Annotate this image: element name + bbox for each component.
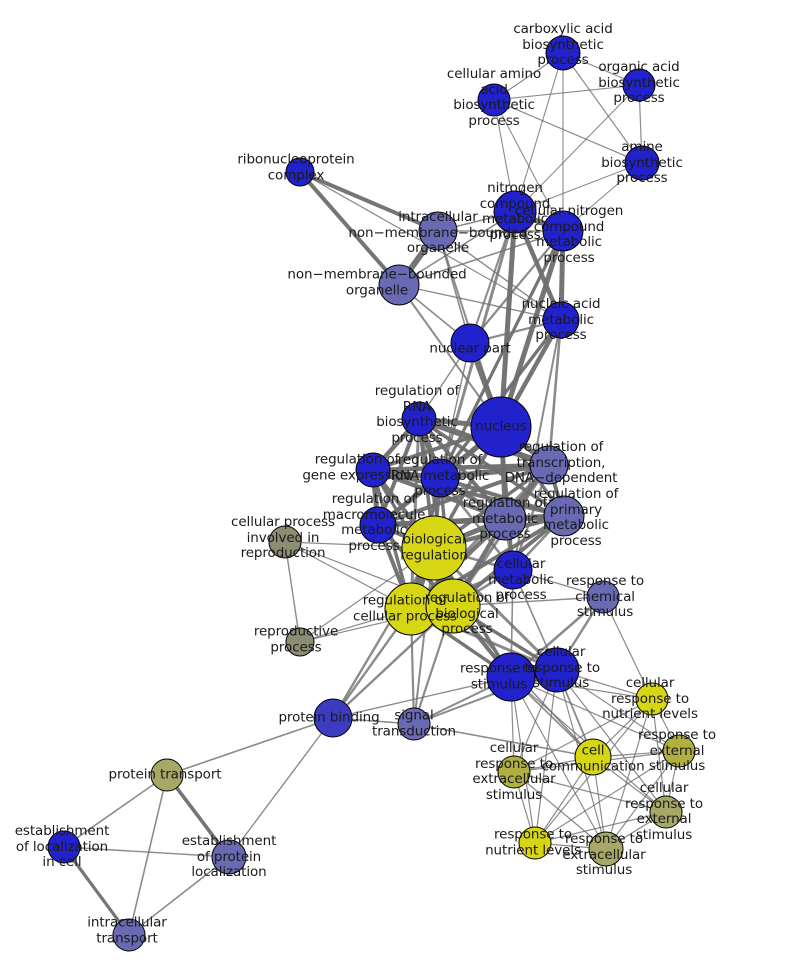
graph-edge: [514, 84, 640, 213]
graph-node[interactable]: [150, 758, 184, 792]
edge-layer: [62, 52, 680, 937]
graph-node[interactable]: [497, 755, 531, 789]
graph-node[interactable]: [313, 698, 353, 738]
graph-node[interactable]: [211, 839, 247, 875]
graph-edge: [63, 774, 168, 848]
graph-edge: [284, 541, 301, 643]
graph-edge: [534, 669, 558, 844]
graph-node[interactable]: [586, 580, 620, 614]
graph-edge: [493, 84, 640, 101]
graph-node[interactable]: [588, 831, 624, 867]
graph-edge: [556, 669, 667, 813]
graph-edge: [370, 462, 552, 473]
graph-edge: [513, 698, 653, 773]
graph-node[interactable]: [425, 578, 481, 634]
graph-node[interactable]: [401, 515, 467, 581]
graph-edge: [375, 513, 567, 528]
graph-edge: [514, 52, 564, 213]
graph-edge: [605, 750, 680, 850]
graph-node[interactable]: [47, 830, 81, 864]
graph-node[interactable]: [543, 495, 585, 537]
graph-edge: [398, 284, 562, 321]
graph-node[interactable]: [268, 525, 302, 559]
graph-edge: [651, 698, 667, 813]
graph-edge: [332, 676, 512, 719]
graph-node[interactable]: [649, 795, 683, 829]
graph-edge: [331, 546, 436, 720]
graph-edge: [62, 845, 131, 937]
graph-node[interactable]: [622, 68, 656, 102]
graph-edge: [413, 723, 594, 758]
graph-node[interactable]: [401, 401, 437, 437]
graph-edge: [298, 170, 440, 233]
graph-edge: [513, 771, 607, 850]
graph-edge: [398, 230, 564, 286]
graph-node[interactable]: [450, 323, 490, 363]
graph-node[interactable]: [397, 707, 431, 741]
graph-edge: [493, 99, 643, 164]
graph-node[interactable]: [285, 157, 315, 187]
graph-edge: [63, 846, 230, 858]
graph-edge: [398, 211, 516, 286]
graph-edge: [602, 596, 653, 700]
graph-edge: [413, 669, 558, 725]
graph-node[interactable]: [418, 211, 458, 251]
graph-node[interactable]: [470, 396, 532, 458]
graph-node[interactable]: [486, 652, 536, 702]
graph-node[interactable]: [662, 734, 696, 768]
graph-edge: [510, 676, 680, 752]
graph-node[interactable]: [545, 35, 581, 71]
graph-node[interactable]: [542, 210, 584, 252]
graph-node[interactable]: [493, 190, 537, 234]
graph-node[interactable]: [534, 647, 580, 693]
graph-edge: [228, 717, 334, 858]
graph-node[interactable]: [624, 145, 660, 181]
graph-node[interactable]: [112, 918, 146, 952]
graph-edge: [439, 342, 471, 479]
graph-node[interactable]: [477, 83, 511, 117]
graph-edge: [437, 230, 562, 321]
node-layer: [47, 35, 696, 952]
graph-node[interactable]: [359, 506, 397, 544]
graph-node[interactable]: [483, 497, 527, 541]
graph-node[interactable]: [493, 550, 533, 590]
graph-edge: [128, 856, 230, 936]
graph-edge: [514, 162, 643, 213]
graph-node[interactable]: [518, 826, 552, 860]
graph-edge: [534, 811, 667, 844]
graph-node[interactable]: [420, 458, 460, 498]
graph-node[interactable]: [574, 738, 612, 776]
graph-edge: [513, 771, 667, 813]
graph-node[interactable]: [635, 682, 669, 716]
graph-node[interactable]: [378, 264, 420, 306]
graph-node[interactable]: [355, 452, 391, 488]
graph-node[interactable]: [285, 627, 315, 657]
graph-node[interactable]: [529, 445, 569, 485]
graph-edge: [498, 228, 566, 430]
graph-edge: [371, 468, 566, 518]
graph-edge: [128, 774, 168, 936]
graph-edge: [547, 318, 563, 467]
graph-edge: [562, 52, 643, 164]
graph-edge: [493, 99, 564, 232]
graph-edge: [166, 717, 334, 776]
graph-edge: [298, 170, 401, 287]
graph-node[interactable]: [542, 301, 580, 339]
graph-edge: [556, 669, 680, 752]
